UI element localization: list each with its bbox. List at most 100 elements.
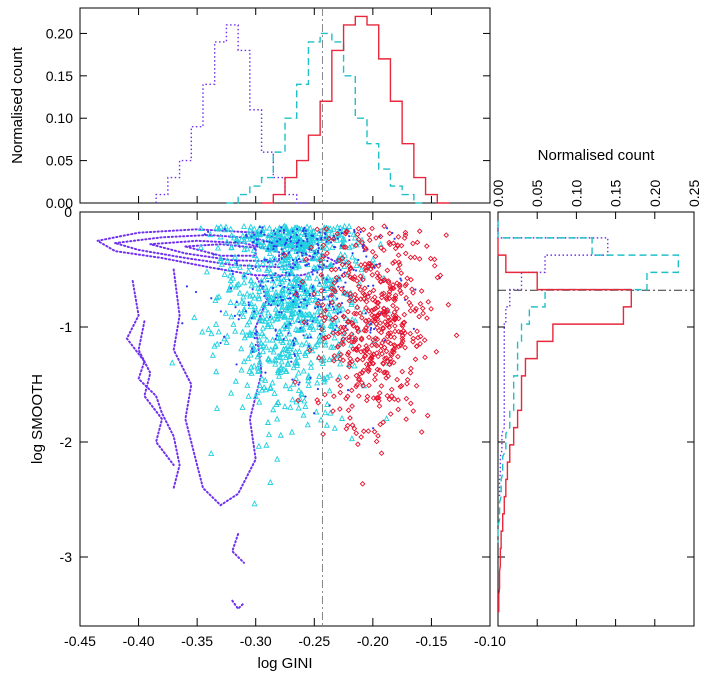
scatter-point-cyan-triangles [276,260,283,267]
scatter-point-cyan-triangles [241,279,248,286]
scatter-point-red-diamonds [343,425,350,432]
scatter-point-cyan-triangles [251,294,258,301]
scatter-point-red-diamonds [320,431,326,438]
scatter-point-red-diamonds [361,285,368,292]
scatter-point-blue-points [317,246,320,250]
scatter-point-red-diamonds [381,355,388,362]
scatter-point-cyan-triangles [304,237,311,244]
scatter-point-blue-points [288,272,291,275]
scatter-point-blue-points [235,260,238,263]
scatter-point-cyan-triangles [281,246,288,253]
scatter-point-red-diamonds [389,348,396,355]
scatter-point-cyan-triangles [333,307,340,314]
scatter-point-red-diamonds [410,408,417,414]
scatter-point-red-diamonds [342,244,349,250]
scatter-point-red-diamonds [408,365,414,372]
scatter-point-blue-points [333,328,337,331]
scatter-point-cyan-triangles [310,227,317,234]
scatter-point-cyan-triangles [240,293,247,300]
scatter-point-cyan-triangles [290,283,297,290]
scatter-point-cyan-triangles [217,257,224,264]
scatter-point-cyan-triangles [266,295,273,302]
scatter-point-cyan-triangles [277,353,284,360]
scatter-point-red-diamonds [404,275,411,282]
scatter-point-red-diamonds [349,320,356,327]
scatter-point-blue-points [237,318,240,321]
scatter-point-blue-points [275,240,279,243]
scatter-point-cyan-triangles [248,282,255,289]
scatter-point-blue-points [372,427,375,430]
scatter-point-red-diamonds [299,278,306,285]
scatter-point-red-diamonds [431,262,438,269]
scatter-point-cyan-triangles [251,362,258,369]
scatter-point-cyan-triangles [208,330,215,337]
scatter-point-cyan-triangles [327,409,334,416]
scatter-point-red-diamonds [382,319,388,325]
scatter-point-red-diamonds [412,356,419,363]
scatter-point-cyan-triangles [295,353,302,360]
scatter-point-blue-points [274,232,277,235]
scatter-point-cyan-triangles [267,478,274,485]
scatter-point-cyan-triangles [257,241,264,248]
scatter-point-red-diamonds [373,342,380,349]
scatter-point-cyan-triangles [312,315,319,322]
scatter-point-cyan-triangles [276,372,283,379]
scatter-point-blue-points [317,249,320,252]
scatter-point-blue-points [265,240,269,243]
scatter-point-blue-points [274,328,277,331]
scatter-point-red-diamonds [437,272,444,279]
scatter-point-cyan-triangles [330,225,337,232]
scatter-point-red-diamonds [386,396,393,403]
scatter-point-cyan-triangles [246,367,253,374]
scatter-point-cyan-triangles [232,327,239,334]
scatter-point-blue-points [296,251,299,254]
scatter-point-cyan-triangles [297,300,304,307]
scatter-point-cyan-triangles [305,372,312,379]
scatter-point-red-diamonds [417,300,424,307]
scatter-point-cyan-triangles [303,332,310,339]
scatter-point-blue-points [414,288,417,291]
scatter-point-cyan-triangles [251,251,258,258]
scatter-point-blue-points [289,322,292,325]
scatter-point-cyan-triangles [264,321,271,328]
scatter-point-red-diamonds [322,314,328,321]
scatter-point-blue-points [306,322,309,325]
scatter-point-cyan-triangles [302,241,309,248]
scatter-point-cyan-triangles [275,275,282,282]
scatter-point-cyan-triangles [276,295,283,302]
scatter-point-cyan-triangles [308,314,315,321]
scatter-point-blue-points [265,258,268,261]
scatter-point-red-diamonds [318,272,325,278]
scatter-point-cyan-triangles [284,359,291,366]
scatter-point-red-diamonds [413,383,420,389]
scatter-point-cyan-triangles [277,240,284,247]
scatter-point-red-diamonds [328,285,335,292]
scatter-point-blue-points [296,295,300,298]
scatter-point-cyan-triangles [197,224,205,231]
scatter-point-red-diamonds [359,369,366,376]
main-x-tick-label: -0.40 [123,633,155,649]
scatter-point-red-diamonds [416,256,423,262]
scatter-point-red-diamonds [340,272,347,279]
scatter-point-cyan-triangles [236,289,243,296]
scatter-point-red-diamonds [323,226,330,232]
scatter-point-cyan-triangles [229,274,236,281]
scatter-point-blue-points [297,383,300,386]
scatter-point-cyan-triangles [236,263,243,270]
scatter-point-red-diamonds [331,357,337,364]
scatter-point-blue-points [299,327,302,330]
scatter-point-red-diamonds [381,337,387,343]
scatter-point-red-diamonds [401,311,408,318]
scatter-point-blue-points [354,269,358,272]
scatter-point-cyan-triangles [323,244,330,251]
scatter-point-cyan-triangles [334,223,341,230]
scatter-point-blue-points [283,243,286,246]
scatter-point-cyan-triangles [279,278,286,285]
scatter-point-cyan-triangles [313,408,320,415]
scatter-point-cyan-triangles [309,235,316,242]
scatter-point-cyan-triangles [240,222,248,230]
scatter-point-blue-points [279,295,282,298]
scatter-point-cyan-triangles [289,317,296,325]
scatter-point-cyan-triangles [345,360,352,367]
scatter-point-cyan-triangles [271,389,278,396]
